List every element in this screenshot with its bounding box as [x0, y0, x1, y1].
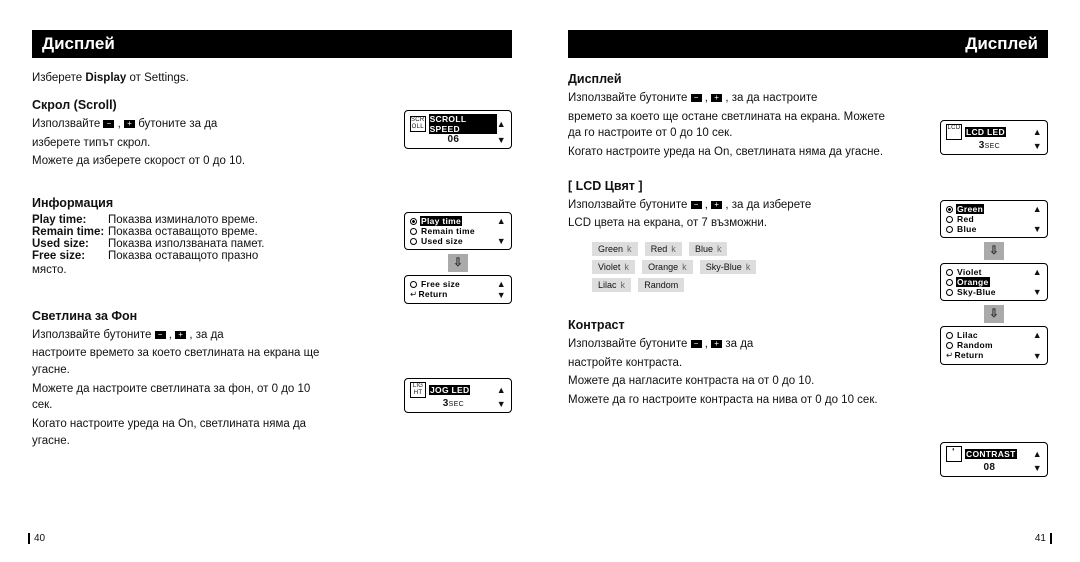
info-title: Информация — [32, 196, 512, 210]
minus-icon: − — [691, 340, 702, 348]
back-p3: Можете да настроите светлината за фон, о… — [32, 381, 322, 414]
header-left: Дисплей — [32, 30, 512, 58]
jogled-display: LIGHTJOG LED▲ 3SEC▼ — [404, 378, 512, 413]
plus-icon: + — [711, 201, 722, 209]
arrow-down-icon: ⇩ — [448, 254, 468, 272]
minus-icon: − — [103, 120, 114, 128]
page-num-right: 41 — [1035, 533, 1052, 544]
con-p4: Можете да го настроите контраста на нива… — [568, 392, 888, 409]
contrast-icon: ◐ — [946, 446, 962, 462]
plus-icon: + — [175, 331, 186, 339]
plus-icon: + — [711, 94, 722, 102]
disp-p1: Използвайте бутоните − , + , за да настр… — [568, 90, 1048, 107]
lcd-icon: LCD — [946, 124, 962, 140]
chip: Greenk — [592, 242, 638, 256]
intro-bold: Display — [85, 72, 126, 84]
back-p4: Когато настроите уреда на On, светлината… — [32, 416, 322, 449]
color-chips: Greenk Redk Bluek Violetk Orangek Sky-Bl… — [590, 240, 810, 294]
light-icon: LIGHT — [410, 382, 426, 398]
info-display-1: Play time▲ Remain time Used size▼ — [404, 212, 512, 250]
chip: Orangek — [642, 260, 693, 274]
arrow-down-icon: ⇩ — [984, 242, 1004, 260]
chip: Random — [638, 278, 684, 292]
header-right: Дисплей — [568, 30, 1048, 58]
disp-p2: времето за което ще остане светлината на… — [568, 109, 898, 142]
color-display-3: Lilac▲ Random ↵Return▼ — [940, 326, 1048, 365]
minus-icon: − — [155, 331, 166, 339]
chip: Violetk — [592, 260, 635, 274]
color-display-1: Green▲ Red Blue▼ — [940, 200, 1048, 238]
intro-post: от Settings. — [126, 72, 189, 84]
info-display-2: Free size▲ ↵Return▼ — [404, 275, 512, 304]
back-p1: Използвайте бутоните − , + , за да — [32, 327, 512, 344]
contrast-display: ◐CONTRAST▲ 08▼ — [940, 442, 1048, 477]
back-p2: настроите времето за което светлината на… — [32, 345, 322, 378]
chip: Redk — [645, 242, 682, 256]
page-right: Дисплей Дисплей Използвайте бутоните − ,… — [540, 0, 1080, 562]
info-row-3: Free size:Показва оставащото празно — [32, 250, 512, 262]
page-spread: Дисплей Изберете Display от Settings. Ск… — [0, 0, 1080, 562]
arrow-down-icon: ⇩ — [984, 305, 1004, 323]
plus-icon: + — [711, 340, 722, 348]
intro-pre: Изберете — [32, 72, 85, 84]
color-display-2: Violet▲ Orange Sky-Blue▼ — [940, 263, 1048, 301]
disp-p3: Когато настроите уреда на On, светлината… — [568, 144, 898, 161]
chip: Sky-Bluek — [700, 260, 757, 274]
backlight-title: Светлина за Фон — [32, 309, 512, 323]
lcdled-display: LCDLCD LED▲ 3SEC▼ — [940, 120, 1048, 155]
minus-icon: − — [691, 94, 702, 102]
page-num-left: 40 — [28, 533, 45, 544]
lcd-title: [ LCD Цвят ] — [568, 179, 1048, 193]
con-p3: Можете да нагласите контраста на от 0 до… — [568, 373, 888, 390]
chip: Lilack — [592, 278, 631, 292]
scroll-icon: SCROLL — [410, 116, 426, 132]
minus-icon: − — [691, 201, 702, 209]
display-title: Дисплей — [568, 72, 1048, 86]
page-left: Дисплей Изберете Display от Settings. Ск… — [0, 0, 540, 562]
intro-line: Изберете Display от Settings. — [32, 72, 512, 84]
plus-icon: + — [124, 120, 135, 128]
scrollspeed-display: SCROLLSCROLL SPEED▲ 06▼ — [404, 110, 512, 149]
scroll-line3: Можете да изберете скорост от 0 до 10. — [32, 153, 512, 170]
chip: Bluek — [689, 242, 728, 256]
